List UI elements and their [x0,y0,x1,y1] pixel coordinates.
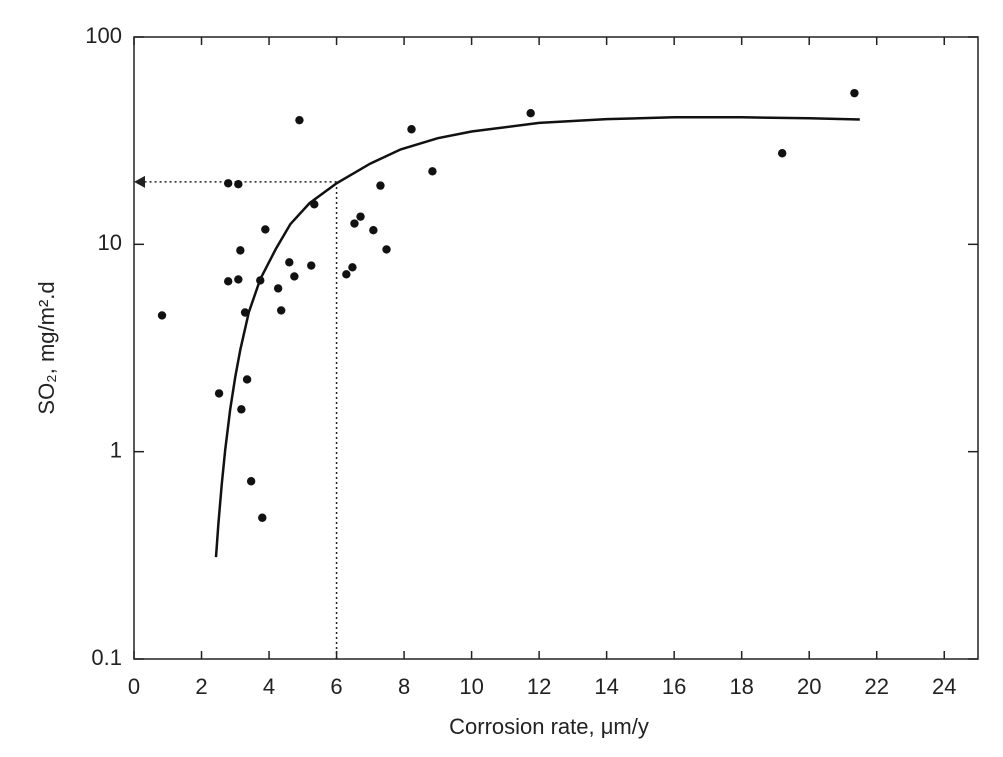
data-point [242,375,252,384]
x-tick-label: 0 [128,674,140,699]
x-tick-label: 18 [729,674,753,699]
data-point [223,179,233,188]
data-point [407,125,416,134]
y-tick-label: 1 [110,437,122,462]
data-point [234,179,243,189]
data-point [376,181,385,190]
y-tick-label: 100 [85,23,122,48]
data-point [307,261,316,270]
x-tick-label: 8 [398,674,410,699]
x-tick-label: 6 [330,674,342,699]
data-point [356,212,365,221]
data-point [526,109,535,118]
data-point [295,115,304,125]
data-point [276,306,286,315]
data-point [236,246,245,255]
data-point [223,277,233,286]
y-tick-label: 0.1 [91,645,122,670]
data-point [246,477,256,486]
x-tick-label: 12 [527,674,551,699]
x-tick-label: 4 [263,674,275,699]
x-tick-label: 22 [864,674,888,699]
data-point [285,258,294,267]
data-point [290,272,299,281]
x-axis-title: Corrosion rate, μm/y [449,714,649,739]
x-tick-label: 14 [594,674,618,699]
data-point [777,149,787,158]
data-point [214,389,224,398]
data-point [382,245,391,254]
reference-arrow [134,175,145,188]
y-axis-title: SO₂, mg/m².d [34,281,59,414]
data-point [273,284,283,293]
data-point [157,311,167,320]
data-point [342,270,351,279]
x-tick-label: 24 [932,674,956,699]
data-point [234,275,243,284]
data-point [369,225,378,235]
x-tick-label: 2 [195,674,207,699]
fit-curve [214,116,860,558]
data-point [850,88,859,98]
data-point [261,225,270,234]
x-tick-label: 20 [797,674,821,699]
plot-frame [133,36,979,660]
data-point [348,263,357,272]
y-tick-label: 10 [98,230,122,255]
data-point [428,167,437,176]
data-point [258,513,267,522]
x-tick-label: 10 [459,674,483,699]
data-point [350,219,359,228]
x-tick-label: 16 [662,674,686,699]
data-point [237,405,246,414]
